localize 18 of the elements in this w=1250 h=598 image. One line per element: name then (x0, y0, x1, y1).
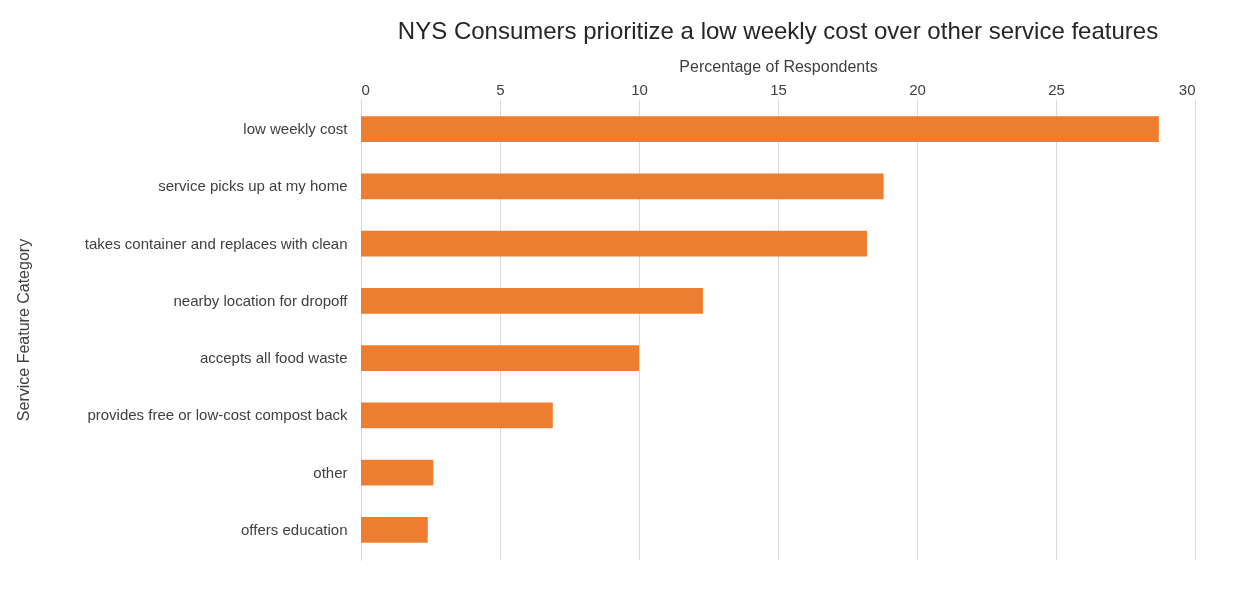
chart-title: NYS Consumers prioritize a low weekly cost over other service features (397, 17, 1159, 44)
x-axis-title: Percentage of Respondents (679, 57, 878, 75)
x-tick-label: 10 (631, 80, 648, 98)
y-tick-label: service picks up at my home (158, 177, 348, 195)
y-tick-label: provides free or low-cost compost back (87, 406, 348, 424)
x-tick-label: 5 (496, 80, 505, 98)
x-tick-label: 20 (909, 80, 926, 98)
y-tick-label: accepts all food waste (199, 349, 348, 367)
y-axis-title: Service Feature Category (14, 238, 32, 422)
y-tick-label: other (313, 463, 348, 481)
x-tick-label: 0 (361, 80, 370, 98)
x-tick-label: 15 (770, 80, 787, 98)
y-tick-label: offers education (241, 520, 348, 538)
x-tick-label: 25 (1048, 80, 1065, 98)
x-tick-label: 30 (1178, 80, 1196, 98)
y-tick-label: takes container and replaces with clean (84, 234, 348, 252)
y-tick-label: low weekly cost (243, 120, 349, 138)
y-tick-label: nearby location for dropoff (173, 291, 349, 309)
